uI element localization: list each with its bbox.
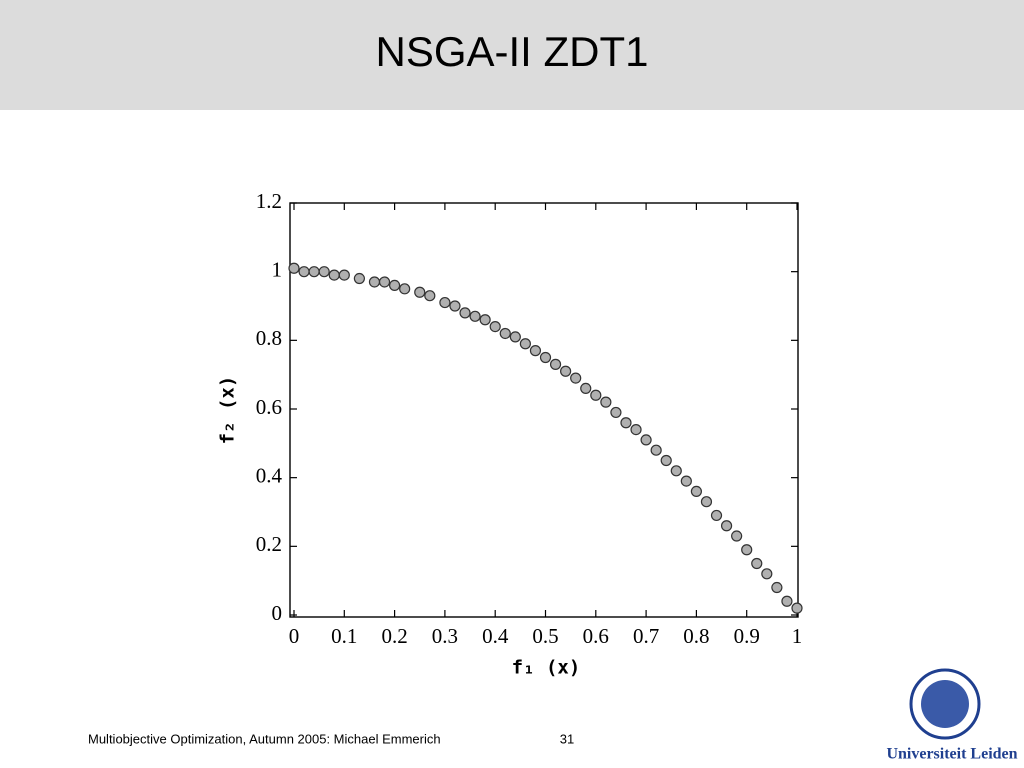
x-tick-label: 0.6 [583, 624, 609, 648]
y-tick-label: 0.4 [256, 463, 283, 487]
point [660, 454, 672, 467]
point [731, 530, 743, 542]
point [338, 269, 350, 281]
point [690, 485, 703, 497]
point [288, 262, 300, 274]
x-tick-label: 0.4 [482, 624, 509, 648]
point [389, 279, 401, 291]
point [610, 406, 622, 419]
slide-title: NSGA-II ZDT1 [375, 28, 648, 75]
point [650, 444, 662, 456]
point [771, 581, 783, 594]
point [680, 475, 692, 487]
logo-text: Universiteit Leiden [886, 746, 1017, 763]
point [353, 272, 365, 285]
point [710, 509, 723, 522]
point [308, 266, 320, 278]
x-tick-label: 0.5 [532, 624, 558, 648]
y-tick-label: 1.2 [256, 189, 282, 213]
x-tick-label: 0 [289, 624, 300, 648]
header-band [0, 0, 1024, 110]
point [670, 465, 682, 477]
point [449, 300, 461, 312]
point [414, 286, 426, 298]
point [378, 276, 391, 288]
x-tick-label: 0.8 [683, 624, 709, 648]
point [439, 296, 451, 309]
page-number: 31 [560, 731, 574, 746]
x-tick-label: 0.7 [633, 624, 659, 648]
x-tick-label: 1 [792, 624, 803, 648]
point [459, 307, 471, 319]
point [620, 417, 632, 429]
point [570, 372, 582, 384]
point [630, 424, 642, 436]
y-tick-label: 0.2 [256, 532, 282, 556]
point [700, 496, 713, 508]
y-tick-label: 0 [272, 601, 283, 625]
point [600, 396, 612, 408]
point [509, 331, 521, 343]
point [791, 602, 803, 614]
plot-frame [289, 202, 799, 618]
point [318, 266, 330, 278]
point [519, 338, 531, 350]
y-axis-label: f₂ (x) [217, 376, 239, 445]
point [751, 557, 763, 570]
point [640, 434, 652, 446]
point [489, 321, 501, 333]
point [781, 595, 793, 607]
logo-seal-inner [921, 680, 969, 728]
x-axis-label: f₁ (x) [512, 657, 581, 679]
y-tick-label: 0.8 [256, 326, 282, 350]
point [479, 314, 491, 326]
point [399, 283, 411, 295]
point [580, 382, 592, 394]
point [590, 389, 602, 401]
point [368, 276, 381, 288]
x-tick-label: 0.2 [381, 624, 407, 648]
y-tick-label: 0.6 [256, 395, 282, 419]
y-tick-label: 1 [272, 257, 283, 281]
point [761, 568, 773, 580]
point [539, 351, 552, 364]
x-tick-label: 0.3 [432, 624, 458, 648]
point [741, 544, 753, 556]
point [424, 290, 436, 302]
point [499, 327, 511, 340]
point [560, 365, 572, 377]
x-tick-label: 0.1 [331, 624, 357, 648]
point [549, 358, 562, 370]
point [328, 269, 340, 281]
x-tick-label: 0.9 [734, 624, 760, 648]
point [529, 345, 542, 357]
point [298, 266, 310, 278]
point [469, 310, 481, 322]
footer: Multiobjective Optimization, Autumn 2005… [88, 731, 441, 746]
point [720, 520, 733, 532]
